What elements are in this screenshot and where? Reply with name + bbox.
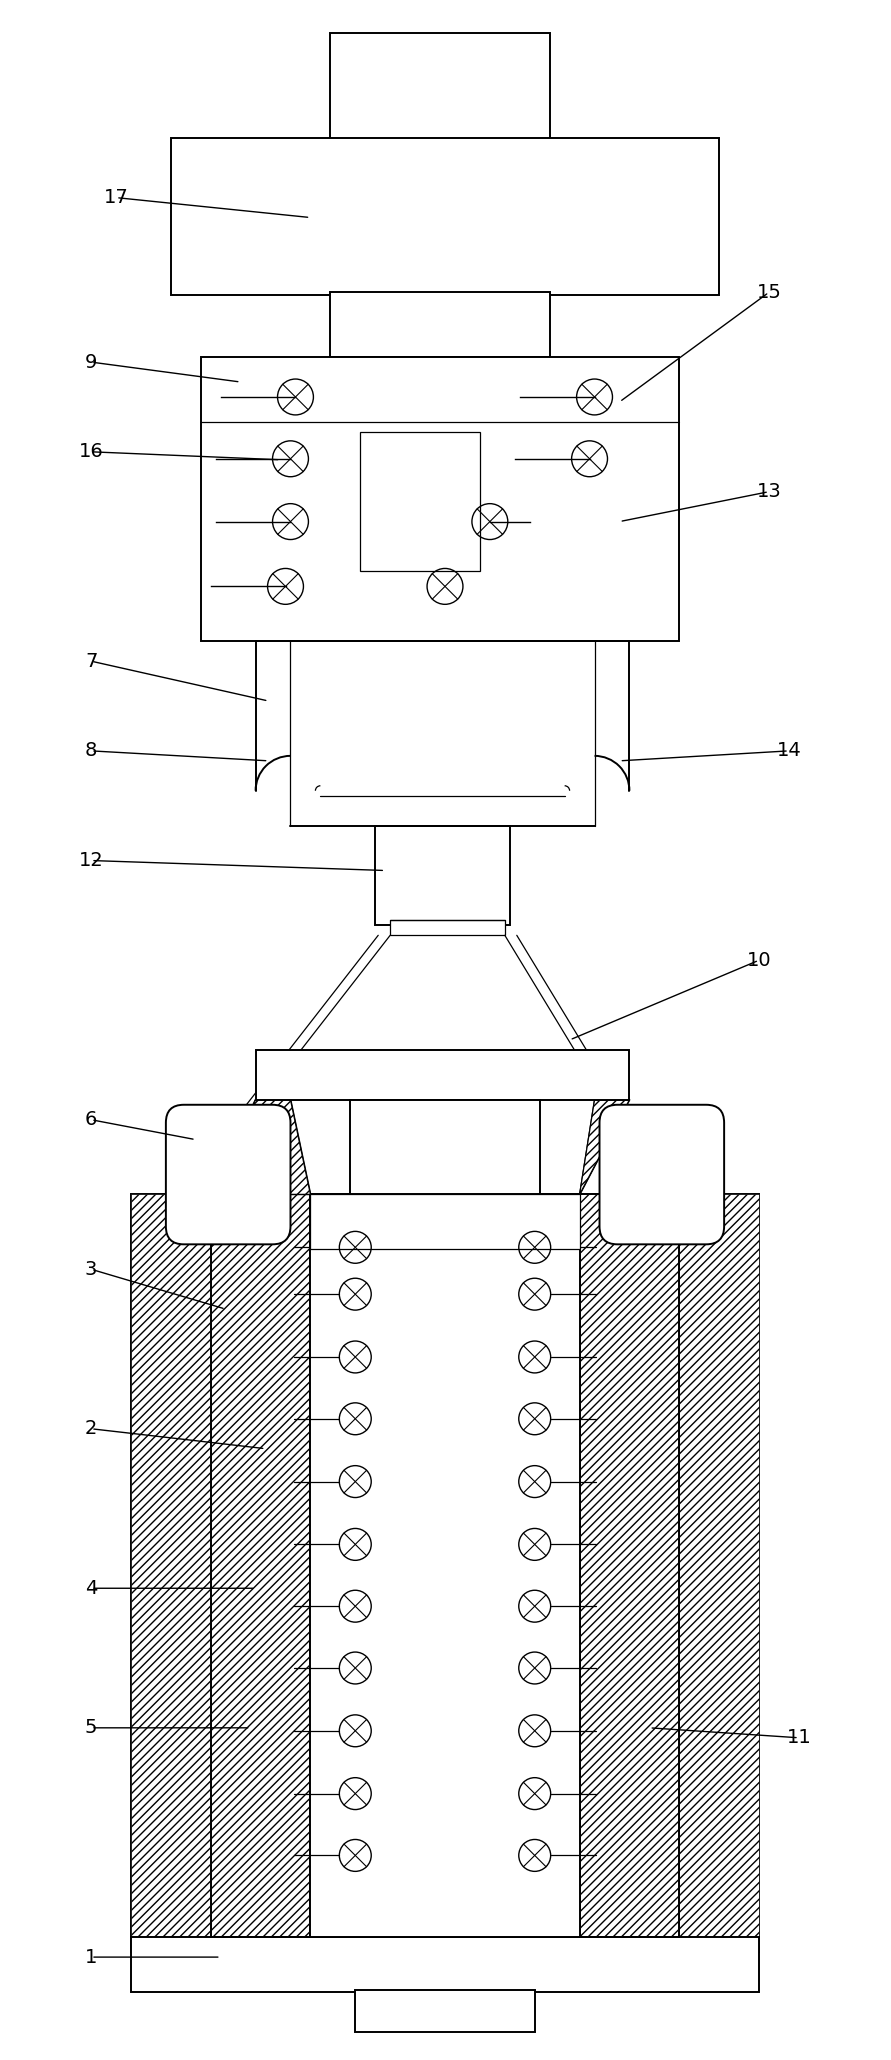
- Text: 16: 16: [78, 443, 103, 461]
- Bar: [356, 1990, 535, 2031]
- Text: 12: 12: [78, 851, 103, 869]
- Bar: [579, 1195, 679, 1936]
- Text: 11: 11: [787, 1728, 812, 1747]
- Bar: [310, 1195, 579, 1248]
- Text: 14: 14: [777, 742, 801, 760]
- Text: 3: 3: [85, 1261, 97, 1279]
- Text: 13: 13: [756, 482, 781, 501]
- Text: 2: 2: [85, 1419, 97, 1438]
- Bar: [211, 1195, 310, 1936]
- Bar: [579, 1195, 679, 1936]
- Bar: [350, 1100, 540, 1195]
- Bar: [390, 921, 505, 935]
- Text: 7: 7: [85, 651, 97, 672]
- Polygon shape: [211, 1100, 310, 1195]
- Bar: [131, 1936, 759, 1953]
- Text: 8: 8: [85, 742, 97, 760]
- Text: 10: 10: [747, 952, 772, 970]
- Bar: [131, 1195, 759, 1953]
- Bar: [375, 826, 510, 925]
- Bar: [200, 356, 679, 641]
- Bar: [331, 33, 550, 140]
- Bar: [310, 1195, 579, 1936]
- Text: 17: 17: [103, 187, 128, 208]
- Bar: [211, 1195, 679, 1873]
- Polygon shape: [579, 1100, 629, 1195]
- Text: 5: 5: [85, 1718, 97, 1737]
- Text: 6: 6: [85, 1110, 97, 1129]
- Bar: [211, 1195, 310, 1936]
- FancyBboxPatch shape: [166, 1104, 290, 1244]
- Text: 1: 1: [85, 1947, 97, 1967]
- Bar: [256, 1051, 629, 1100]
- FancyBboxPatch shape: [600, 1104, 724, 1244]
- Bar: [360, 433, 480, 571]
- Text: 9: 9: [85, 352, 97, 371]
- Bar: [331, 293, 550, 356]
- Bar: [171, 138, 719, 295]
- Text: 15: 15: [756, 282, 781, 303]
- Text: 4: 4: [85, 1578, 97, 1599]
- Bar: [131, 1195, 759, 1953]
- Bar: [131, 1936, 759, 1992]
